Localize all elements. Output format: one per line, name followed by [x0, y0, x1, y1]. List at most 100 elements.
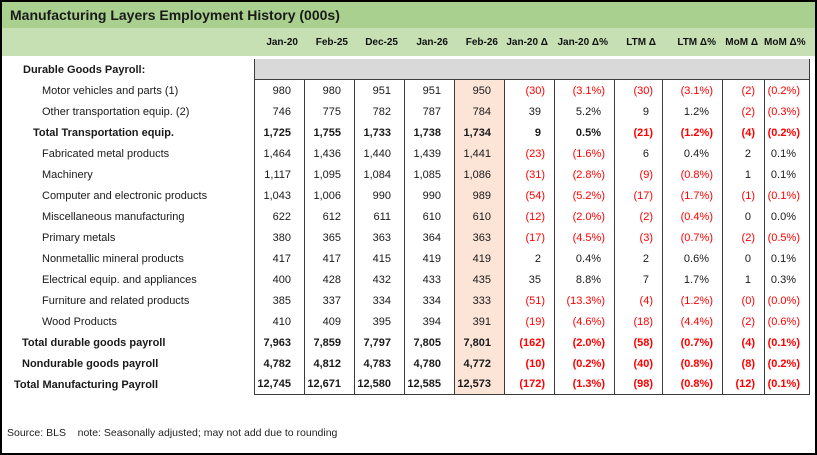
cell-jan-20-delta-pct: (4.5%) [554, 227, 614, 248]
table-row: Electrical equip. and appliances 400 428 43… [2, 269, 815, 290]
cell-jan-20: 1,117 [254, 164, 304, 185]
cell-ltm-delta-pct: (0.8%) [662, 374, 722, 395]
footnote-source: Source: BLS note: Seasonally adjusted; m… [7, 427, 338, 439]
cell-dec-25: 4,783 [354, 353, 404, 374]
cell-jan-20: 7,963 [254, 332, 304, 353]
row-label: Total Manufacturing Payroll [14, 378, 159, 391]
cell-jan-26: 1,738 [404, 122, 454, 143]
row-label: Fabricated metal products [42, 147, 170, 160]
cell-jan-26: 4,780 [404, 353, 454, 374]
row-label: Computer and electronic products [42, 189, 208, 202]
cell-jan-20-delta: (23) [504, 143, 554, 164]
cell-ltm-delta-pct: 0.4% [662, 143, 722, 164]
footnotes: Source: BLS note: Seasonally adjusted; m… [2, 395, 815, 453]
column-header-dec-25: Dec-25 [365, 36, 398, 48]
cell-mom-delta-pct: (0.1%) [764, 374, 810, 395]
cell-jan-20: 746 [254, 101, 304, 122]
table-row: Total durable goods payroll 7,963 7,859 7,7… [2, 332, 815, 353]
cell-feb-26: 12,573 [454, 374, 504, 395]
cell-jan-20-delta: 35 [504, 269, 554, 290]
cell-ltm-delta-pct: (0.7%) [662, 332, 722, 353]
cell-feb-26: 4,772 [454, 353, 504, 374]
cell-ltm-delta-pct: (0.4%) [662, 206, 722, 227]
cell-ltm-delta: 9 [614, 101, 662, 122]
column-header-ltm-delta: LTM Δ [626, 36, 656, 48]
cell-mom-delta-pct: (0.5%) [764, 227, 810, 248]
cell-ltm-delta-pct: (3.1%) [662, 80, 722, 101]
cell-mom-delta: (8) [722, 353, 764, 374]
cell-ltm-delta: (17) [614, 185, 662, 206]
cell-feb-25: 775 [304, 101, 354, 122]
cell-ltm-delta: (9) [614, 164, 662, 185]
row-label: Nondurable goods payroll [22, 357, 159, 370]
cell-mom-delta-pct: (0.1%) [764, 332, 810, 353]
cell-ltm-delta: 2 [614, 248, 662, 269]
cell-jan-26: 394 [404, 311, 454, 332]
cell-mom-delta: (12) [722, 374, 764, 395]
cell-ltm-delta-pct: 1.2% [662, 101, 722, 122]
cell-dec-25: 395 [354, 311, 404, 332]
cell-mom-delta-pct: 0.0% [764, 206, 810, 227]
column-header-jan-20: Jan-20 [266, 36, 298, 48]
cell-jan-20-delta: (54) [504, 185, 554, 206]
cell-mom-delta-pct: (0.2%) [764, 353, 810, 374]
cell-jan-20-delta-pct: (4.6%) [554, 311, 614, 332]
section-row: Durable Goods Payroll: [2, 59, 815, 80]
cell-jan-20-delta: (17) [504, 227, 554, 248]
cell-ltm-delta: 6 [614, 143, 662, 164]
cell-feb-26: 610 [454, 206, 504, 227]
cell-jan-26: 7,805 [404, 332, 454, 353]
cell-feb-26: 1,441 [454, 143, 504, 164]
column-header-jan-20-delta: Jan-20 Δ [506, 36, 548, 48]
cell-feb-25: 4,812 [304, 353, 354, 374]
cell-mom-delta: 0 [722, 206, 764, 227]
cell-feb-25: 337 [304, 290, 354, 311]
cell-jan-20: 1,725 [254, 122, 304, 143]
cell-mom-delta-pct: 0.3% [764, 269, 810, 290]
cell-jan-26: 419 [404, 248, 454, 269]
cell-jan-26: 433 [404, 269, 454, 290]
cell-feb-26: 435 [454, 269, 504, 290]
column-header-feb-26: Feb-26 [465, 36, 498, 48]
cell-jan-20-delta-pct: (1.6%) [554, 143, 614, 164]
cell-jan-20: 385 [254, 290, 304, 311]
cell-mom-delta: (2) [722, 227, 764, 248]
cell-jan-20-delta-pct: 8.8% [554, 269, 614, 290]
cell-ltm-delta-pct: (4.4%) [662, 311, 722, 332]
cell-mom-delta-pct: 0.1% [764, 164, 810, 185]
cell-jan-20-delta: (10) [504, 353, 554, 374]
cell-mom-delta: (2) [722, 80, 764, 101]
table-row: Total Transportation equip. 1,725 1,755 1,7… [2, 122, 815, 143]
cell-jan-20: 12,745 [254, 374, 304, 395]
cell-feb-25: 417 [304, 248, 354, 269]
cell-feb-26: 419 [454, 248, 504, 269]
cell-mom-delta: 1 [722, 164, 764, 185]
cell-jan-20-delta-pct: (13.3%) [554, 290, 614, 311]
cell-jan-20-delta-pct: (2.0%) [554, 206, 614, 227]
column-header-jan-26: Jan-26 [416, 36, 448, 48]
cell-ltm-delta: (18) [614, 311, 662, 332]
cell-mom-delta: (4) [722, 332, 764, 353]
page-title: Manufacturing Layers Employment History … [10, 7, 340, 23]
cell-jan-20-delta: (31) [504, 164, 554, 185]
cell-jan-26: 990 [404, 185, 454, 206]
cell-dec-25: 1,440 [354, 143, 404, 164]
cell-mom-delta: (0) [722, 290, 764, 311]
column-header-ltm-delta-pct: LTM Δ% [677, 36, 716, 48]
cell-jan-26: 1,439 [404, 143, 454, 164]
cell-ltm-delta-pct: (1.7%) [662, 185, 722, 206]
cell-feb-25: 12,671 [304, 374, 354, 395]
cell-ltm-delta: (4) [614, 290, 662, 311]
column-header-row: Jan-20 Feb-25 Dec-25 Jan-26 Feb-26 Jan-20 Δ Ja… [2, 28, 815, 56]
cell-jan-20: 410 [254, 311, 304, 332]
cell-ltm-delta-pct: (1.2%) [662, 122, 722, 143]
cell-ltm-delta: (21) [614, 122, 662, 143]
cell-jan-20-delta-pct: (5.2%) [554, 185, 614, 206]
cell-feb-25: 1,755 [304, 122, 354, 143]
cell-jan-20-delta: (19) [504, 311, 554, 332]
cell-ltm-delta-pct: (0.7%) [662, 227, 722, 248]
cell-feb-26: 333 [454, 290, 504, 311]
cell-jan-20-delta-pct: (1.3%) [554, 374, 614, 395]
cell-jan-26: 1,085 [404, 164, 454, 185]
